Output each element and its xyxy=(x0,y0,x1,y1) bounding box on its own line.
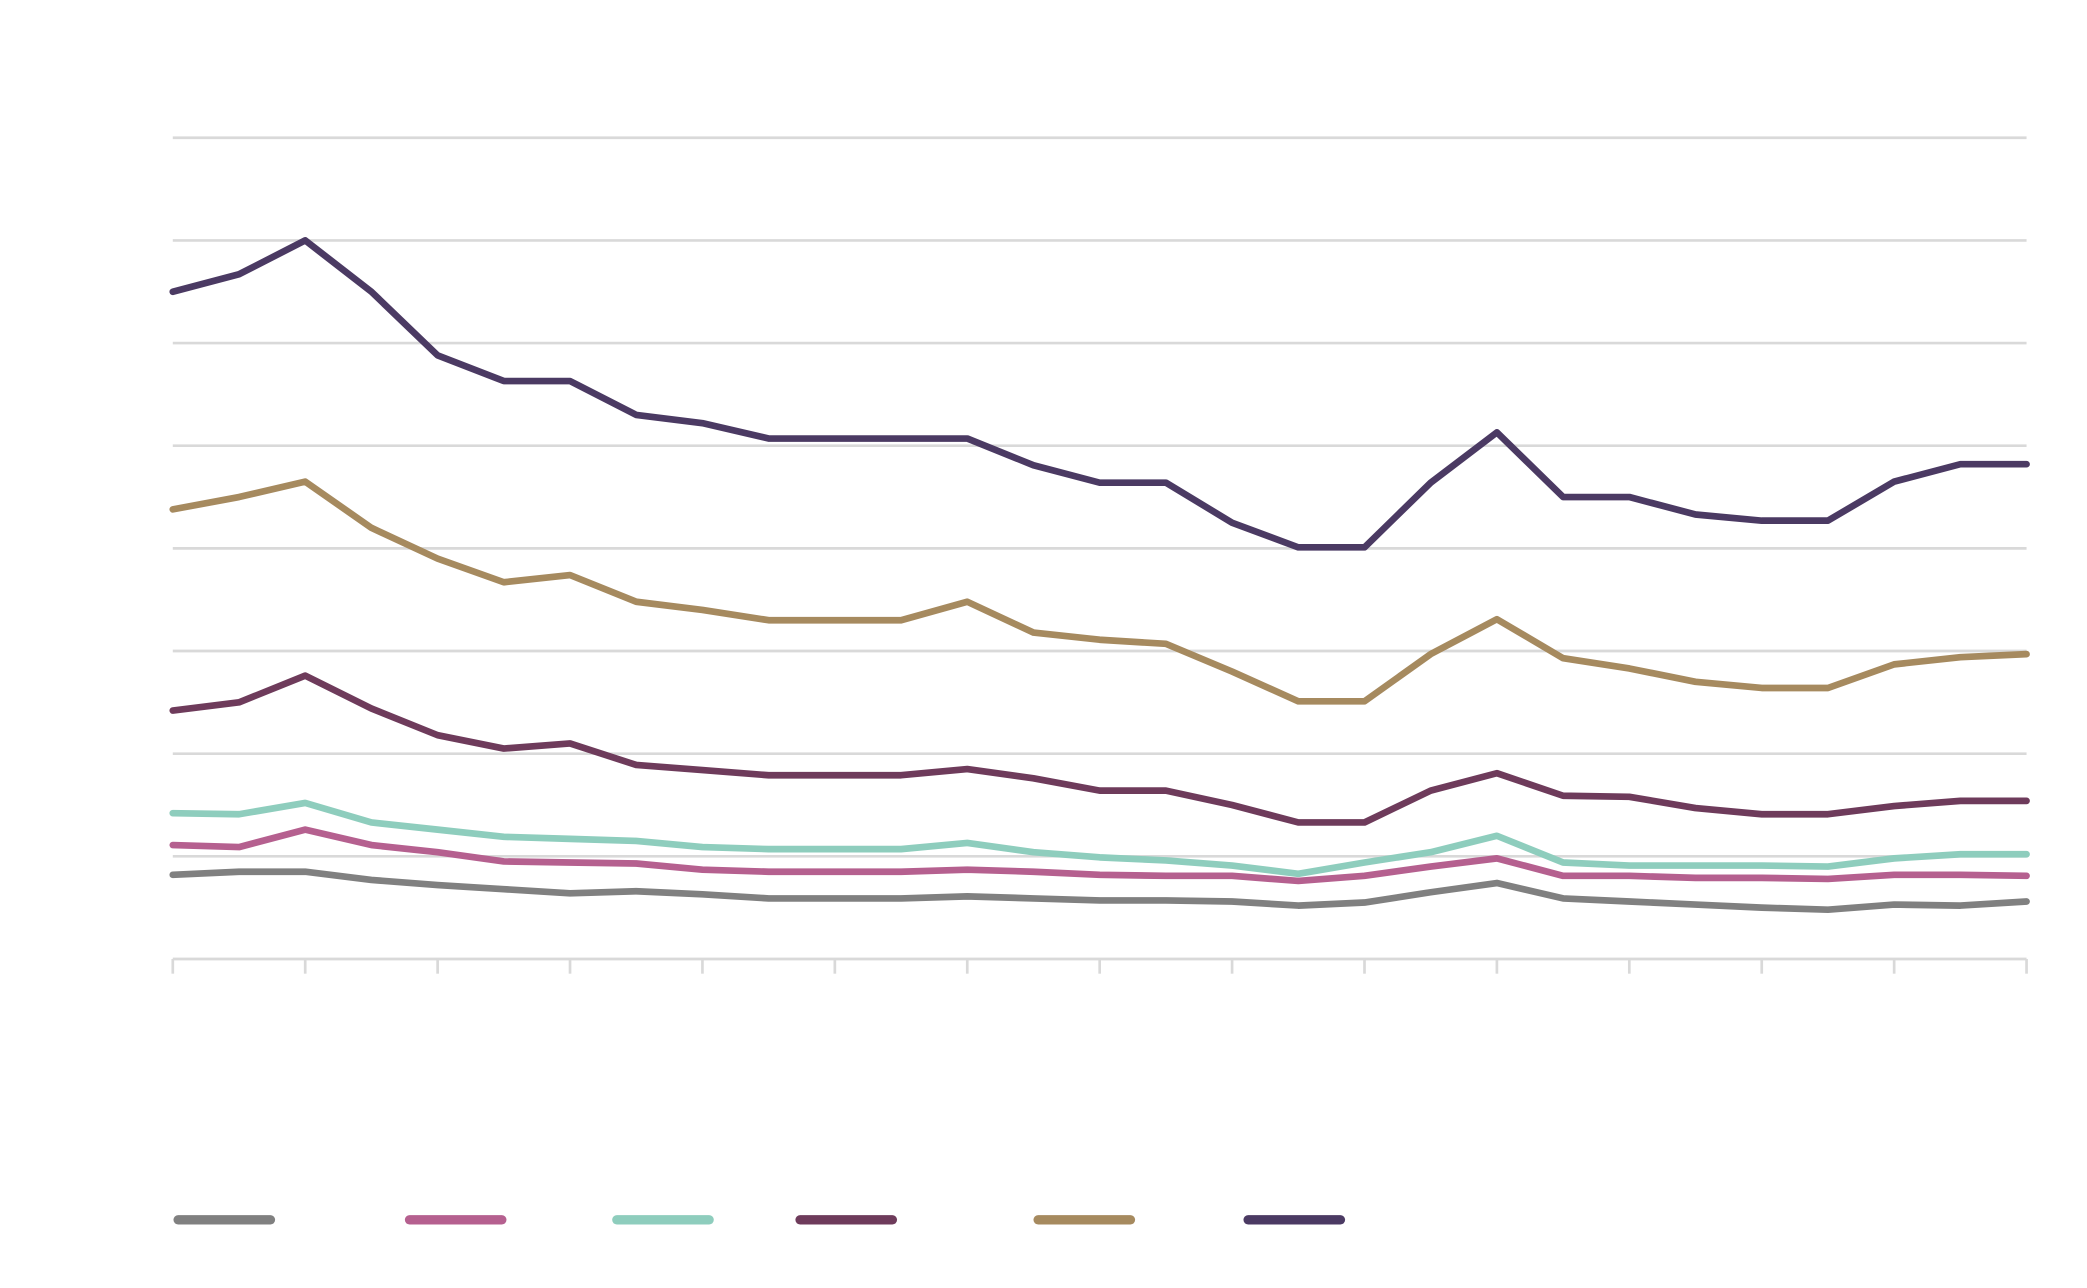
series-line xyxy=(169,478,2030,705)
series-line xyxy=(169,672,2030,826)
series-line xyxy=(169,826,2030,885)
series-line xyxy=(169,868,2030,914)
series-line xyxy=(169,237,2030,551)
series-line xyxy=(169,799,2030,878)
